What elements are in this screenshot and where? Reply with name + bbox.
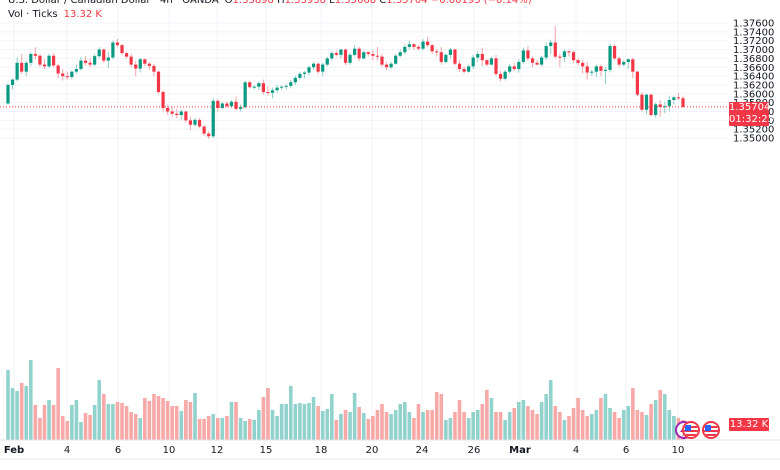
volume-badge: 13.32 K: [729, 418, 769, 431]
candlesticks: [6, 25, 685, 139]
bar-countdown: 01:32:23: [729, 113, 774, 125]
volume-indicator-value: 13.32 K: [63, 9, 102, 20]
time-tick-label: 18: [315, 445, 328, 456]
symbol-row: U.S. Dollar / Canadian Dollar · 4h · OAN…: [8, 0, 532, 8]
time-tick-label: 12: [211, 445, 224, 456]
price-change: −0.00193 (−0.14%): [430, 0, 532, 6]
time-axis[interactable]: Feb 4 6 10 12 15 18 20 24 26 Mar 4 6 10: [4, 445, 685, 456]
time-tick-label: 15: [260, 445, 273, 456]
time-tick-label: Mar: [509, 445, 531, 456]
time-tick-label: 10: [163, 445, 176, 456]
current-price-badge: 1.35704 01:32:23: [729, 101, 774, 126]
symbol-title[interactable]: U.S. Dollar / Canadian Dollar · 4h · OAN…: [8, 0, 219, 6]
price-tick-label: 1.37000: [733, 45, 774, 56]
price-tick-label: 1.35000: [733, 134, 774, 145]
price-tick-label: 1.36600: [733, 63, 774, 74]
price-tick-label: 1.37400: [733, 27, 774, 38]
time-tick-label: 10: [672, 445, 685, 456]
volume-bars: [6, 360, 685, 440]
us-economic-event-icon-2[interactable]: [702, 421, 720, 439]
price-tick-label: 1.36400: [733, 72, 774, 83]
time-tick-label: 24: [416, 445, 429, 456]
time-tick-label: 26: [468, 445, 481, 456]
volume-row: Vol · Ticks 13.32 K: [8, 8, 532, 22]
time-tick-label: 20: [366, 445, 379, 456]
time-tick-label: 4: [573, 445, 579, 456]
chart-legend: U.S. Dollar / Canadian Dollar · 4h · OAN…: [8, 0, 532, 22]
current-price-value: 1.35704: [729, 101, 771, 113]
price-tick-label: 1.35200: [733, 125, 774, 136]
time-tick-label: 4: [64, 445, 70, 456]
price-tick-label: 1.37200: [733, 36, 774, 47]
chart-grid: [0, 0, 728, 440]
us-economic-event-icon[interactable]: [682, 421, 700, 439]
price-tick-label: 1.36000: [733, 89, 774, 100]
time-tick-label: 6: [623, 445, 629, 456]
us-flag-icon: [684, 424, 698, 437]
time-tick-label: 6: [115, 445, 121, 456]
price-tick-label: 1.36800: [733, 54, 774, 65]
time-tick-label: Feb: [4, 445, 24, 456]
ohlc-values: O1.35898 H1.35938 L1.35668 C1.35704 −0.0…: [225, 0, 532, 8]
price-tick-label: 1.37600: [733, 19, 774, 30]
us-flag-icon: [704, 424, 718, 437]
volume-indicator-label[interactable]: Vol · Ticks: [8, 9, 58, 20]
price-tick-label: 1.36200: [733, 80, 774, 91]
